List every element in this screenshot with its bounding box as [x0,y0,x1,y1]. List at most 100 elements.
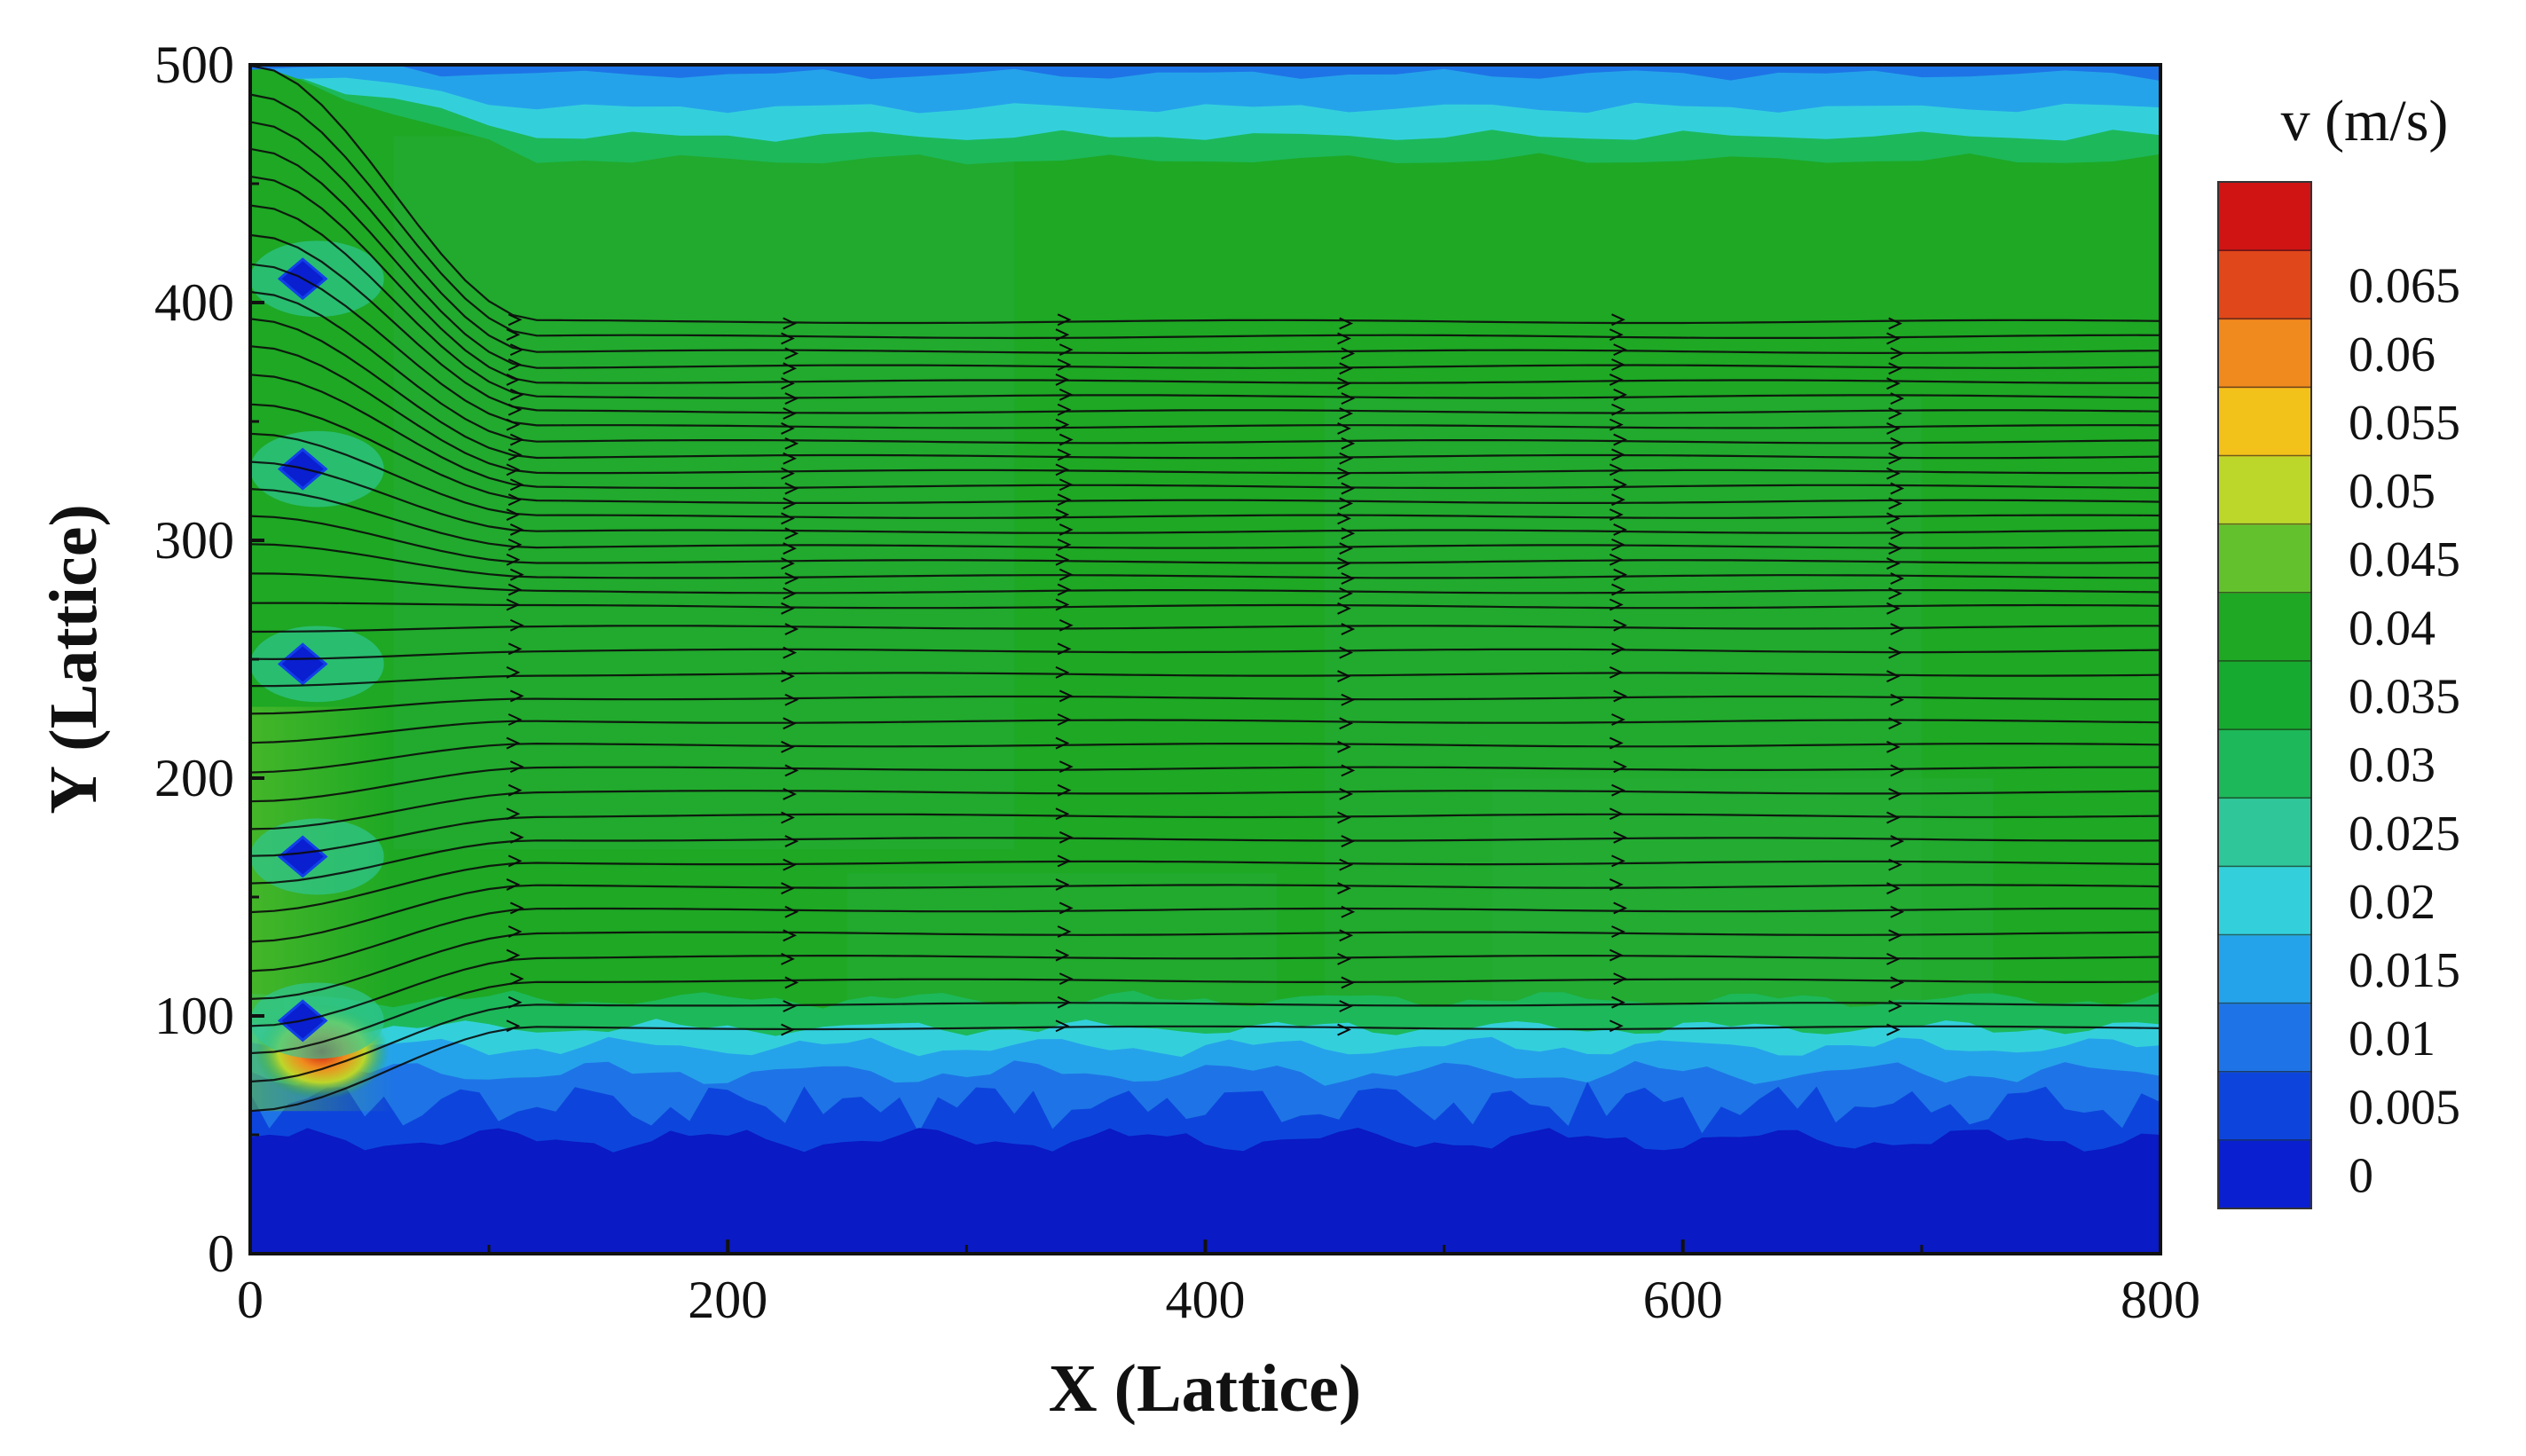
streamline-arrow [1888,717,1903,730]
streamline-arrow [781,740,795,753]
streamline-arrow [781,670,795,683]
streamline [250,432,2160,519]
streamline [250,719,2160,744]
streamline-arrow [1609,948,1624,962]
streamline-arrow [506,948,521,962]
streamline [250,672,2160,688]
streamline-arrow [1888,497,1903,510]
streamline-arrow [1337,422,1351,435]
streamline-arrow [506,418,521,431]
colorbar-label: 0.04 [2349,601,2436,656]
streamline-arrow [1890,527,1905,540]
streamline-arrow [1888,317,1903,330]
streamline-arrow [1337,740,1351,753]
streamline-arrow [781,422,795,435]
streamline-arrow [1613,568,1628,581]
streamline-arrow [784,527,799,540]
streamline-arrow [1341,976,1356,989]
streamline-arrow [1886,602,1900,615]
x-tick-label: 0 [237,1271,264,1329]
colorbar-swatch [2218,660,2311,731]
streamline-arrow [1057,713,1072,726]
streamline-arrow [1058,568,1074,581]
y-tick-label: 300 [154,511,234,570]
streamline-arrow [1337,557,1351,570]
plot-area [250,65,2160,1254]
obstacle-marker [277,835,328,878]
streamline-arrow [1055,1019,1070,1033]
streamline-arrow [1890,905,1905,918]
streamline-arrow [1339,1000,1354,1012]
streamline-arrow [508,925,523,938]
streamline-arrow [1058,618,1074,632]
streamline [250,955,2160,1027]
streamline-arrow [783,542,798,555]
streamline-arrow [1611,713,1625,726]
streamline [250,625,2160,634]
streamline-arrow [1058,478,1074,492]
colorbar-swatch [2218,798,2311,868]
streamline-arrow [784,905,799,918]
streamline-arrow [1058,760,1074,774]
streamline-arrow [1609,418,1624,431]
streamline-arrow [1886,740,1900,753]
streamline-arrow [1057,403,1072,416]
streamline-arrow [1609,374,1624,386]
streamline-arrow [1613,618,1628,632]
streamline [250,543,2160,579]
streamline [250,318,2160,460]
streamline-arrow [1890,572,1905,585]
streamline-arrow [1337,670,1351,683]
streamline-arrow [783,497,798,510]
streamline-arrow [1339,407,1354,420]
streamline-arrow [1613,433,1628,446]
streamline-arrow [509,972,524,986]
colorbar-title: v (m/s) [2281,89,2449,153]
streamline-arrow [781,882,795,895]
streamline [250,147,2160,369]
streamline [250,460,2160,534]
colorbar-swatch [2218,387,2311,457]
colorbar-frame [2217,181,2312,1209]
streamline-arrow [1339,362,1354,375]
streamline-arrow [1613,972,1628,986]
streamline [250,93,2160,340]
streamline-arrow [1888,542,1903,555]
colorbar-label: 0.02 [2349,875,2436,930]
streamline [250,907,2160,972]
streamline-arrow [1339,646,1354,659]
streamline-arrow [1611,538,1625,551]
streamline-arrow [1611,996,1625,1009]
streamline [250,233,2160,414]
streamline-arrow [1613,478,1628,492]
streamline-arrow [783,317,798,330]
streamline-arrow [783,646,798,659]
streamline-arrow [508,358,523,371]
streamline-arrow [1057,854,1072,868]
streamline-arrow [1339,452,1354,465]
streamline-arrow [1613,901,1628,915]
colorbar-label: 0 [2349,1148,2373,1203]
colorbar-swatch [2218,250,2311,320]
y-tick-label: 400 [154,273,234,332]
streamline-arrow [1890,835,1905,847]
colorbar-label: 0.03 [2349,738,2436,793]
colorbar-swatch [2218,1139,2311,1209]
streamline-arrow [1611,854,1625,868]
streamline-arrow [1055,736,1070,750]
colorbar-swatch [2218,182,2311,252]
streamline-arrow [1888,929,1903,942]
streamline-arrow [1890,976,1905,989]
streamline-arrow [1339,717,1354,730]
x-tick-label: 200 [688,1271,767,1329]
streamline-arrow [1613,523,1628,536]
streamline-arrow [784,693,799,706]
streamline [250,837,2160,885]
streamline-arrow [781,1023,795,1036]
streamline-arrow [1890,437,1905,450]
streamline-arrow [1613,343,1628,357]
streamline-arrow [1055,878,1070,891]
streamline-arrow [784,976,799,989]
streamline-arrow [1890,392,1905,405]
colorbar-swatch [2218,1071,2311,1141]
